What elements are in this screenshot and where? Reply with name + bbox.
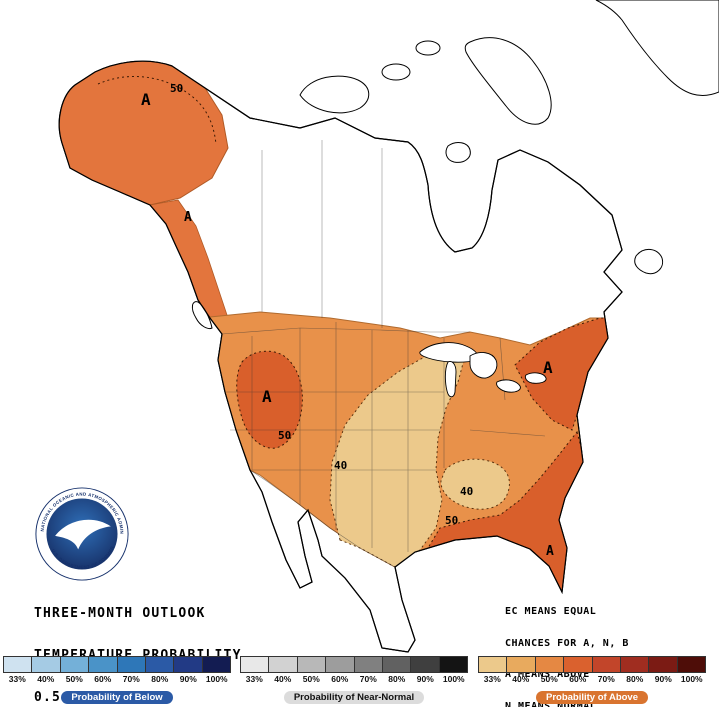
colorbar-percent-label: 50% bbox=[540, 674, 558, 684]
coastline-outline bbox=[58, 60, 623, 653]
colorbar-percent-label: 40% bbox=[512, 674, 530, 684]
colorbar-cell bbox=[439, 657, 467, 672]
noaa-logo-bird-icon bbox=[55, 519, 111, 550]
colorbar-cell bbox=[202, 657, 230, 672]
colorbar-cell bbox=[145, 657, 175, 672]
shading-rockies-core-60 bbox=[236, 350, 303, 449]
colorbar-above-labels: 33% 40% 50% 60% 70% 80% 90% 100% bbox=[478, 674, 706, 684]
north-america-map: A 50 A A 50 40 A 40 50 A bbox=[58, 0, 719, 653]
colorbar-percent-label: 70% bbox=[122, 674, 140, 684]
colorbar-near-normal-cells bbox=[240, 656, 468, 673]
colorbar-percent-label: 60% bbox=[331, 674, 349, 684]
alaska-50-contour bbox=[97, 75, 217, 145]
colorbar-percent-label: 50% bbox=[65, 674, 83, 684]
colorbar-percent-label: 40% bbox=[274, 674, 292, 684]
legend-note-a: A MEANS ABOVE bbox=[505, 669, 590, 680]
map-label-southeast-40: 40 bbox=[460, 485, 473, 498]
colorbar-percent-label: 100% bbox=[442, 674, 465, 684]
colorbar-cell bbox=[117, 657, 146, 672]
colorbar-below-caption: Probability of Below bbox=[61, 691, 173, 704]
colorbar-near-normal: 33% 40% 50% 60% 70% 80% 90% 100% Probability of… bbox=[240, 656, 468, 704]
colorbar-percent-label: 70% bbox=[359, 674, 377, 684]
colorbar-cell bbox=[677, 657, 705, 672]
map-label-rockies-50: 50 bbox=[278, 429, 291, 442]
colorbar-cell bbox=[4, 657, 33, 672]
colorbar-near-normal-labels: 33% 40% 50% 60% 70% 80% 90% 100% bbox=[240, 674, 468, 684]
map-label-panhandle-a: A bbox=[184, 210, 192, 225]
colorbar-above-caption: Probability of Above bbox=[535, 691, 649, 704]
colorbar-cell bbox=[411, 657, 440, 672]
political-borders bbox=[221, 140, 546, 568]
colorbar-percent-label: 80% bbox=[151, 674, 169, 684]
colorbar-percent-label: 80% bbox=[388, 674, 406, 684]
colorbar-percent-label: 90% bbox=[654, 674, 672, 684]
colorbar-cell bbox=[174, 657, 203, 672]
colorbar-percent-label: 80% bbox=[626, 674, 644, 684]
colorbar-percent-label: 90% bbox=[179, 674, 197, 684]
map-label-alaska-a: A bbox=[141, 90, 151, 109]
colorbar-above-cells bbox=[478, 656, 706, 673]
colorbar-cell bbox=[269, 657, 298, 672]
map-label-alaska-50: 50 bbox=[170, 82, 183, 95]
legend-note-ec-2: CHANCES FOR A, N, B bbox=[505, 637, 629, 649]
colorbar-cell bbox=[354, 657, 383, 672]
colorbar-percent-label: 100% bbox=[680, 674, 703, 684]
map-label-southeast-a: A bbox=[546, 544, 554, 559]
colorbar-cell bbox=[241, 657, 270, 672]
greenland bbox=[595, 0, 719, 96]
colorbar-cell bbox=[297, 657, 327, 672]
colorbar-cell bbox=[592, 657, 621, 672]
colorbar-cell bbox=[564, 657, 593, 672]
shading-southeast-coastal-60 bbox=[426, 430, 586, 594]
colorbar-percent-label: 50% bbox=[302, 674, 320, 684]
colorbar-cell bbox=[620, 657, 650, 672]
colorbar-percent-label: 40% bbox=[37, 674, 55, 684]
colorbar-percent-label: 60% bbox=[94, 674, 112, 684]
colorbar-near-normal-caption: Probability of Near-Normal bbox=[283, 691, 425, 704]
colorbar-cell bbox=[382, 657, 412, 672]
colorbar-cell bbox=[649, 657, 678, 672]
colorbar-percent-label: 100% bbox=[205, 674, 228, 684]
colorbar-cell bbox=[32, 657, 61, 672]
colorbar-below-cells bbox=[3, 656, 231, 673]
colorbar-cell bbox=[326, 657, 355, 672]
shading-alaska bbox=[59, 61, 229, 206]
colorbar-cell bbox=[89, 657, 118, 672]
colorbar-above: 33% 40% 50% 60% 70% 80% 90% 100% Probability of… bbox=[478, 656, 706, 704]
islands bbox=[191, 0, 719, 329]
colorbar-cell bbox=[535, 657, 565, 672]
colorbar-cell bbox=[479, 657, 508, 672]
map-label-southeast-50: 50 bbox=[445, 514, 458, 527]
colorbar-percent-label: 70% bbox=[597, 674, 615, 684]
great-lakes bbox=[419, 342, 547, 398]
noaa-logo: NATIONAL OCEANIC AND ATMOSPHERIC ADMINIS… bbox=[34, 486, 129, 581]
shading-southeast-tan-40 bbox=[440, 458, 510, 510]
colorbar-cell bbox=[507, 657, 536, 672]
colorbar-percent-label: 33% bbox=[483, 674, 501, 684]
map-label-plains-40: 40 bbox=[334, 459, 347, 472]
map-label-northeast-a: A bbox=[543, 358, 553, 377]
legend-note-ec-1: EC MEANS EQUAL bbox=[505, 606, 597, 617]
map-label-rockies-a: A bbox=[262, 387, 272, 406]
colorbar-below-labels: 33% 40% 50% 60% 70% 80% 90% 100% bbox=[3, 674, 231, 684]
colorbar-percent-label: 33% bbox=[245, 674, 263, 684]
title-line-outlook: THREE-MONTH OUTLOOK bbox=[34, 606, 206, 621]
colorbar-percent-label: 60% bbox=[569, 674, 587, 684]
colorbar-cell bbox=[60, 657, 90, 672]
colorbar-below: 33% 40% 50% 60% 70% 80% 90% 100% Probability of… bbox=[3, 656, 231, 704]
colorbar-percent-label: 33% bbox=[8, 674, 26, 684]
colorbar-percent-label: 90% bbox=[416, 674, 434, 684]
